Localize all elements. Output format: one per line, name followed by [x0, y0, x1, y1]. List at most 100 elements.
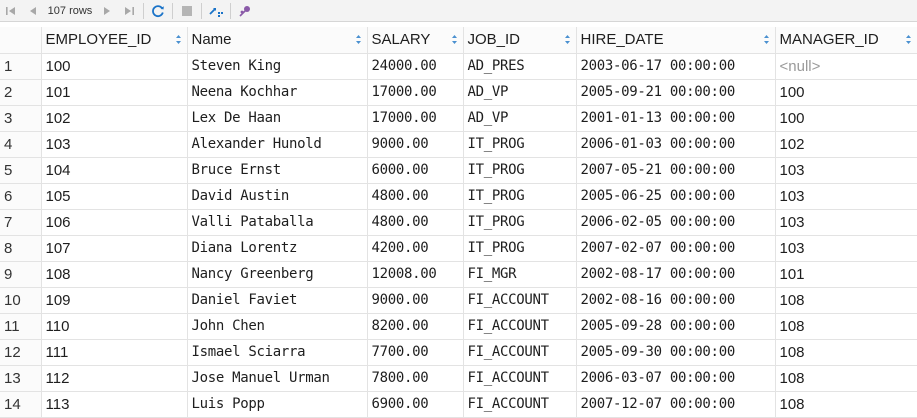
cell-job-id[interactable]: AD_VP	[463, 79, 577, 106]
cell-hire-date[interactable]: 2005-09-28 00:00:00	[576, 313, 776, 340]
cell-hire-date[interactable]: 2001-01-13 00:00:00	[576, 105, 776, 132]
cell-manager-id[interactable]: 108	[775, 339, 917, 366]
cell-name[interactable]: John Chen	[187, 313, 368, 340]
table-row[interactable]: 13 112 Jose Manuel Urman 7800.00 FI_ACCOUNT 2…	[0, 365, 917, 392]
cell-job-id[interactable]: FI_ACCOUNT	[463, 287, 577, 314]
cell-job-id[interactable]: IT_PROG	[463, 157, 577, 184]
cell-manager-id[interactable]: 100	[775, 79, 917, 106]
cell-name[interactable]: Jose Manuel Urman	[187, 365, 368, 392]
cell-hire-date[interactable]: 2005-09-30 00:00:00	[576, 339, 776, 366]
cell-name[interactable]: Diana Lorentz	[187, 235, 368, 262]
cell-employee-id[interactable]: 108	[41, 261, 188, 288]
column-header-job-id[interactable]: JOB_ID	[463, 27, 577, 54]
cell-employee-id[interactable]: 112	[41, 365, 188, 392]
cell-job-id[interactable]: AD_PRES	[463, 53, 577, 80]
cell-salary[interactable]: 9000.00	[367, 287, 464, 314]
cell-job-id[interactable]: IT_PROG	[463, 131, 577, 158]
cell-manager-id[interactable]: 108	[775, 391, 917, 418]
refresh-icon[interactable]	[147, 0, 169, 22]
cell-manager-id[interactable]: 108	[775, 313, 917, 340]
cell-salary[interactable]: 4800.00	[367, 209, 464, 236]
cell-job-id[interactable]: FI_ACCOUNT	[463, 391, 577, 418]
cell-hire-date[interactable]: 2006-03-07 00:00:00	[576, 365, 776, 392]
cell-job-id[interactable]: FI_ACCOUNT	[463, 365, 577, 392]
first-page-icon[interactable]	[0, 0, 22, 22]
last-page-icon[interactable]	[118, 0, 140, 22]
column-header-manager-id[interactable]: MANAGER_ID	[775, 27, 917, 54]
stop-icon[interactable]	[176, 0, 198, 22]
cell-hire-date[interactable]: 2002-08-17 00:00:00	[576, 261, 776, 288]
cell-employee-id[interactable]: 103	[41, 131, 188, 158]
table-row[interactable]: 6 105 David Austin 4800.00 IT_PROG 2005-06-25…	[0, 183, 917, 210]
column-header-name[interactable]: Name	[187, 27, 368, 54]
cell-hire-date[interactable]: 2003-06-17 00:00:00	[576, 53, 776, 80]
cell-salary[interactable]: 8200.00	[367, 313, 464, 340]
cell-salary[interactable]: 6900.00	[367, 391, 464, 418]
cell-name[interactable]: David Austin	[187, 183, 368, 210]
cell-employee-id[interactable]: 105	[41, 183, 188, 210]
cell-hire-date[interactable]: 2002-08-16 00:00:00	[576, 287, 776, 314]
prev-page-icon[interactable]	[22, 0, 44, 22]
row-number[interactable]: 9	[0, 261, 42, 288]
table-row[interactable]: 1 100 Steven King 24000.00 AD_PRES 2003-06-17…	[0, 53, 917, 80]
sort-icon[interactable]	[905, 33, 912, 46]
sort-icon[interactable]	[451, 33, 458, 46]
row-number[interactable]: 4	[0, 131, 42, 158]
table-row[interactable]: 10 109 Daniel Faviet 9000.00 FI_ACCOUNT 2002-…	[0, 287, 917, 314]
table-row[interactable]: 7 106 Valli Pataballa 4800.00 IT_PROG 2006-02…	[0, 209, 917, 236]
cell-name[interactable]: Bruce Ernst	[187, 157, 368, 184]
row-number[interactable]: 10	[0, 287, 42, 314]
cell-job-id[interactable]: IT_PROG	[463, 235, 577, 262]
sort-icon[interactable]	[564, 33, 571, 46]
cell-employee-id[interactable]: 102	[41, 105, 188, 132]
table-row[interactable]: 5 104 Bruce Ernst 6000.00 IT_PROG 2007-05-21 …	[0, 157, 917, 184]
cell-hire-date[interactable]: 2005-06-25 00:00:00	[576, 183, 776, 210]
row-number[interactable]: 7	[0, 209, 42, 236]
cell-salary[interactable]: 12008.00	[367, 261, 464, 288]
cell-salary[interactable]: 6000.00	[367, 157, 464, 184]
cell-salary[interactable]: 17000.00	[367, 105, 464, 132]
cell-hire-date[interactable]: 2006-02-05 00:00:00	[576, 209, 776, 236]
cell-job-id[interactable]: IT_PROG	[463, 209, 577, 236]
auto-arrange-icon[interactable]	[205, 0, 227, 22]
cell-job-id[interactable]: FI_ACCOUNT	[463, 339, 577, 366]
row-number[interactable]: 3	[0, 105, 42, 132]
cell-salary[interactable]: 17000.00	[367, 79, 464, 106]
column-header-salary[interactable]: SALARY	[367, 27, 464, 54]
cell-hire-date[interactable]: 2007-02-07 00:00:00	[576, 235, 776, 262]
cell-manager-id[interactable]: 100	[775, 105, 917, 132]
cell-manager-id[interactable]: 102	[775, 131, 917, 158]
cell-name[interactable]: Valli Pataballa	[187, 209, 368, 236]
cell-salary[interactable]: 7700.00	[367, 339, 464, 366]
cell-salary[interactable]: 4800.00	[367, 183, 464, 210]
cell-manager-id[interactable]: 108	[775, 365, 917, 392]
table-row[interactable]: 8 107 Diana Lorentz 4200.00 IT_PROG 2007-02-0…	[0, 235, 917, 262]
cell-employee-id[interactable]: 110	[41, 313, 188, 340]
cell-job-id[interactable]: IT_PROG	[463, 183, 577, 210]
cell-name[interactable]: Lex De Haan	[187, 105, 368, 132]
table-row[interactable]: 14 113 Luis Popp 6900.00 FI_ACCOUNT 2007-12-0…	[0, 391, 917, 418]
cell-name[interactable]: Steven King	[187, 53, 368, 80]
cell-salary[interactable]: 9000.00	[367, 131, 464, 158]
cell-manager-id[interactable]: 101	[775, 261, 917, 288]
row-number[interactable]: 8	[0, 235, 42, 262]
cell-name[interactable]: Ismael Sciarra	[187, 339, 368, 366]
cell-manager-id[interactable]: 103	[775, 183, 917, 210]
cell-name[interactable]: Luis Popp	[187, 391, 368, 418]
column-header-hire-date[interactable]: HIRE_DATE	[576, 27, 776, 54]
cell-manager-id[interactable]: 108	[775, 287, 917, 314]
cell-employee-id[interactable]: 100	[41, 53, 188, 80]
row-number[interactable]: 1	[0, 53, 42, 80]
cell-employee-id[interactable]: 113	[41, 391, 188, 418]
cell-name[interactable]: Neena Kochhar	[187, 79, 368, 106]
cell-employee-id[interactable]: 104	[41, 157, 188, 184]
cell-employee-id[interactable]: 109	[41, 287, 188, 314]
cell-employee-id[interactable]: 101	[41, 79, 188, 106]
row-number[interactable]: 6	[0, 183, 42, 210]
cell-job-id[interactable]: FI_MGR	[463, 261, 577, 288]
next-page-icon[interactable]	[96, 0, 118, 22]
table-row[interactable]: 2 101 Neena Kochhar 17000.00 AD_VP 2005-09-21…	[0, 79, 917, 106]
cell-employee-id[interactable]: 107	[41, 235, 188, 262]
table-row[interactable]: 12 111 Ismael Sciarra 7700.00 FI_ACCOUNT 2005…	[0, 339, 917, 366]
sort-icon[interactable]	[355, 33, 362, 46]
